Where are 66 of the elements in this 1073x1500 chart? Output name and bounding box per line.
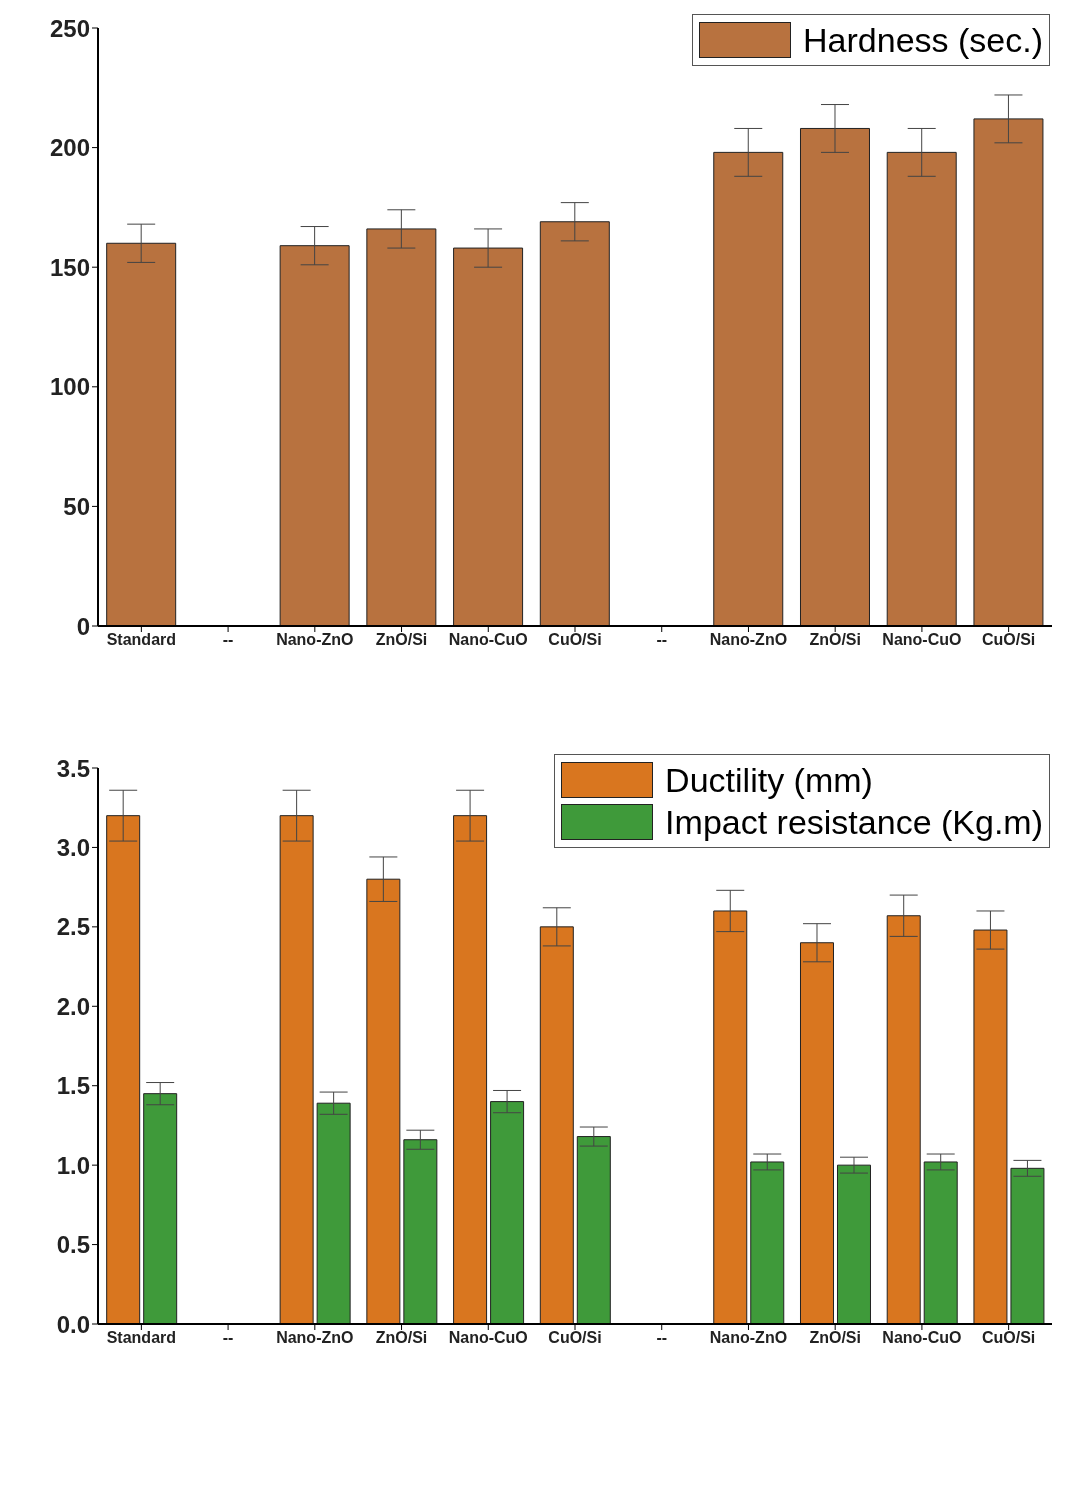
x-tick-label: CuO/Si	[548, 1329, 602, 1347]
y-tick-label: 0.0	[56, 1310, 90, 1338]
bar	[713, 910, 748, 1324]
bar	[886, 151, 957, 626]
x-tick-label: Nano-ZnO	[276, 1329, 354, 1347]
bar	[1010, 1167, 1045, 1324]
x-tick-label: Standard	[106, 631, 177, 649]
y-tick-label: 3.5	[56, 754, 90, 782]
x-tick-label: CuO/Si	[981, 1329, 1036, 1347]
y-tick-label: 100	[49, 373, 90, 401]
bar	[973, 929, 1008, 1324]
x-tick-label: Standard	[106, 1329, 177, 1347]
bar	[453, 815, 488, 1324]
y-tick-label: 200	[49, 134, 90, 162]
y-tick-label: 250	[49, 14, 90, 42]
x-tick-label: ZnO/Si	[809, 631, 861, 649]
legend-label: Hardness (sec.)	[803, 20, 1043, 61]
bar	[713, 151, 784, 626]
bar	[403, 1139, 438, 1324]
bar	[539, 221, 610, 626]
x-tick-label: Nano-CuO	[448, 1329, 528, 1347]
x-tick-label: Nano-ZnO	[709, 631, 788, 649]
y-tick-label: 0	[76, 612, 90, 640]
x-tick-label: --	[656, 1329, 668, 1347]
bar	[750, 1161, 785, 1324]
bar	[836, 1164, 871, 1324]
bar	[799, 127, 870, 626]
bar	[576, 1136, 611, 1324]
bar	[279, 815, 314, 1324]
bar	[453, 247, 524, 626]
x-tick-label: Nano-CuO	[882, 631, 962, 649]
bar	[366, 228, 437, 626]
y-tick-label: 0.5	[56, 1231, 90, 1259]
y-tick-label: 3.0	[56, 833, 90, 861]
legend-label: Impact resistance (Kg.m)	[665, 802, 1043, 843]
x-tick-label: CuO/Si	[981, 631, 1036, 649]
bar	[366, 878, 401, 1324]
x-tick-label: --	[656, 631, 668, 649]
bar	[799, 942, 834, 1324]
y-tick-label: 2.0	[56, 992, 90, 1020]
bar	[106, 242, 177, 626]
x-tick-label: --	[222, 631, 234, 649]
x-tick-label: ZnO/Si	[809, 1329, 861, 1347]
y-tick-label: 50	[63, 492, 90, 520]
y-tick-label: 1.0	[56, 1151, 90, 1179]
x-tick-label: Nano-CuO	[448, 631, 528, 649]
x-tick-label: --	[222, 1329, 234, 1347]
legend-label: Ductility (mm)	[665, 760, 873, 801]
x-tick-label: CuO/Si	[548, 631, 602, 649]
x-tick-label: ZnO/Si	[375, 631, 428, 649]
bar	[539, 926, 574, 1324]
y-tick-label: 1.5	[56, 1072, 90, 1100]
bar	[143, 1093, 178, 1324]
bar	[106, 815, 141, 1324]
x-tick-label: Nano-ZnO	[276, 631, 354, 649]
x-tick-label: Nano-ZnO	[709, 1329, 788, 1347]
bar	[490, 1101, 525, 1324]
y-tick-label: 2.5	[56, 913, 90, 941]
bar	[316, 1102, 351, 1324]
bar	[279, 245, 350, 626]
bar	[886, 915, 921, 1324]
bar	[923, 1161, 958, 1324]
bar	[973, 118, 1044, 626]
x-tick-label: ZnO/Si	[375, 1329, 428, 1347]
x-tick-label: Nano-CuO	[882, 1329, 962, 1347]
y-tick-label: 150	[49, 253, 90, 281]
